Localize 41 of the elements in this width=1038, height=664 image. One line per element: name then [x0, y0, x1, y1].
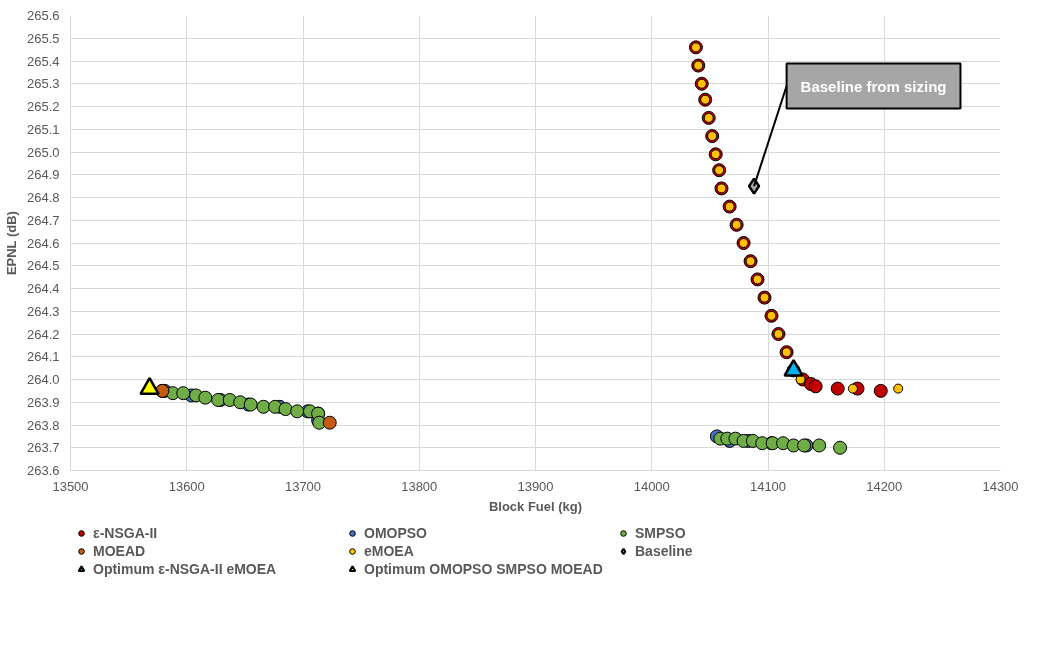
x-tick-label: 13700 — [284, 478, 322, 494]
y-tick-label: 264.3 — [26, 303, 60, 319]
y-tick-label: 263.6 — [26, 463, 60, 478]
y-tick-label: 265.3 — [26, 76, 60, 92]
annotation: Baseline from sizing — [800, 77, 947, 95]
x-axis-title: Block Fuel (kg) — [488, 498, 583, 514]
y-tick-label: 265.0 — [26, 144, 60, 160]
y-tick-label: 265.1 — [26, 121, 60, 137]
legend-label: eMOEA — [364, 543, 415, 559]
x-tick-label: 13900 — [517, 478, 554, 494]
y-tick-label: 265.4 — [26, 53, 60, 69]
legend-label: MOEAD — [93, 543, 147, 559]
legend-label: Optimum OMOPSO SMPSO MOEAD — [364, 561, 604, 577]
y-tick-label: 265.2 — [26, 99, 60, 114]
y-tick-label: 263.8 — [26, 417, 60, 433]
legend-label: Baseline — [635, 543, 694, 559]
legend-label: Optimum ε-NSGA-II eMOEA — [93, 561, 278, 577]
x-tick-label: 13500 — [52, 478, 89, 494]
y-tick-label: 264.1 — [26, 349, 60, 365]
y-tick-label: 264.6 — [26, 235, 60, 251]
y-tick-label: 264.0 — [26, 372, 60, 387]
x-tick-label: 14000 — [633, 478, 670, 494]
x-tick-label: 14100 — [749, 478, 787, 494]
x-tick-label: 13800 — [401, 478, 438, 494]
legend-label: OMOPSO — [364, 525, 428, 541]
legend-label: ε-NSGA-II — [93, 525, 159, 541]
y-tick-label: 264.7 — [26, 212, 60, 228]
y-tick-label: 265.5 — [26, 30, 60, 46]
x-tick-label: 14300 — [982, 478, 1019, 494]
y-tick-label: 263.7 — [26, 440, 60, 456]
y-tick-label: 264.4 — [26, 281, 60, 296]
y-tick-label: 264.5 — [26, 258, 60, 274]
y-tick-label: 264.9 — [26, 167, 60, 183]
x-tick-label: 14200 — [866, 478, 903, 494]
y-tick-label: 264.2 — [26, 326, 60, 342]
y-axis-title: EPNL (dB) — [3, 211, 19, 276]
y-tick-label: 263.9 — [26, 394, 60, 410]
x-tick-label: 13600 — [168, 478, 205, 494]
y-tick-label: 265.6 — [26, 8, 60, 23]
legend-label: SMPSO — [635, 525, 687, 541]
y-tick-label: 264.8 — [26, 190, 60, 205]
